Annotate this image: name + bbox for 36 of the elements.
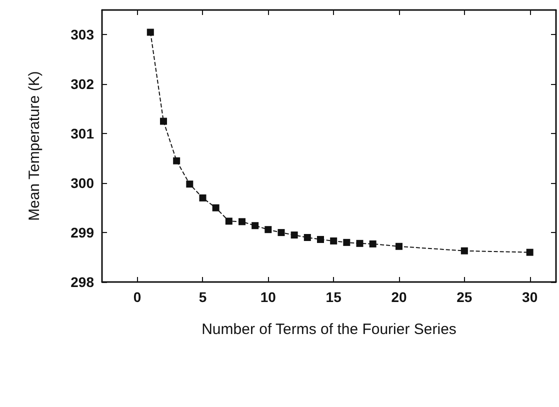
x-tick-label: 25 bbox=[456, 289, 472, 305]
point bbox=[264, 226, 272, 234]
point bbox=[343, 238, 350, 246]
point bbox=[460, 247, 468, 254]
point bbox=[304, 234, 311, 241]
point bbox=[212, 204, 220, 212]
y-tick-label: 303 bbox=[70, 26, 94, 43]
y-tick-label: 299 bbox=[70, 224, 94, 241]
y-tick-label: 300 bbox=[70, 175, 94, 192]
point bbox=[252, 222, 259, 230]
x-tick-label: 0 bbox=[133, 289, 142, 305]
point bbox=[278, 229, 285, 236]
x-tick-label: 10 bbox=[260, 289, 276, 305]
y-axis-title: Mean Temperature (K) bbox=[26, 71, 43, 221]
x-tick-label: 15 bbox=[326, 289, 342, 305]
point bbox=[330, 237, 338, 244]
y-tick-label: 302 bbox=[70, 76, 94, 92]
point bbox=[369, 240, 376, 248]
point bbox=[290, 232, 298, 239]
point bbox=[238, 218, 246, 226]
point bbox=[173, 157, 180, 164]
point bbox=[526, 248, 534, 256]
y-tick-label: 298 bbox=[70, 274, 94, 290]
point bbox=[199, 194, 206, 202]
x-tick-label: 5 bbox=[198, 289, 207, 305]
point bbox=[395, 242, 402, 250]
point bbox=[186, 180, 194, 188]
point bbox=[160, 118, 167, 125]
x-axis-title: Number of Terms of the Fourier Series bbox=[202, 321, 456, 338]
point bbox=[356, 240, 364, 247]
point bbox=[146, 28, 154, 36]
y-tick-label: 301 bbox=[70, 126, 94, 142]
x-tick-label: 30 bbox=[522, 289, 538, 305]
point bbox=[316, 236, 324, 243]
point bbox=[225, 218, 232, 225]
x-tick-label: 20 bbox=[391, 289, 407, 305]
